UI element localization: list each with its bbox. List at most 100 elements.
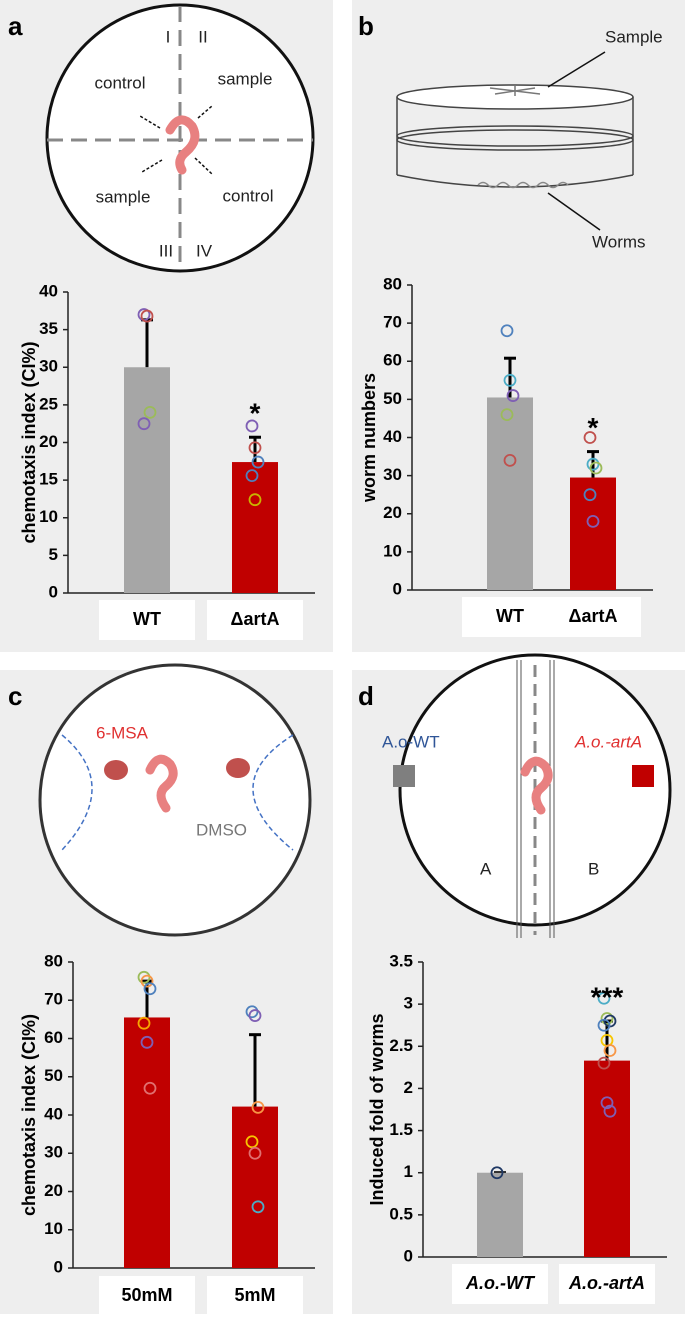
y-axis-label: Induced fold of worms <box>367 1014 387 1206</box>
data-point <box>597 1056 611 1070</box>
data-point <box>248 1146 262 1160</box>
y-tick-label: 10 <box>44 1219 63 1238</box>
diagram-label: A <box>480 859 492 878</box>
quadrant-label: IV <box>196 241 213 260</box>
diagram-a: I II III IV control sample sample contro… <box>45 3 315 273</box>
y-tick-label: 5 <box>49 545 58 564</box>
x-tick-label: A.o.-artA <box>568 1273 645 1293</box>
y-tick-label: 35 <box>39 319 58 338</box>
bar <box>124 1017 170 1268</box>
diagram-d: A.o-WT A.o.-artA A B <box>382 653 672 938</box>
diagram-c: 6-MSA DMSO <box>38 663 312 937</box>
y-tick-label: 25 <box>39 394 58 413</box>
data-point <box>603 1104 617 1118</box>
data-point <box>506 389 520 402</box>
bar <box>570 477 616 590</box>
data-point <box>137 970 151 984</box>
y-tick-label: 50 <box>383 389 402 408</box>
data-point <box>503 453 517 467</box>
x-tick-label: ΔartA <box>231 609 280 629</box>
x-tick-label: ΔartA <box>569 606 618 626</box>
y-tick-label: 60 <box>383 351 402 370</box>
category-box <box>462 597 558 637</box>
quadrant-label: I <box>166 27 171 46</box>
bar <box>487 397 533 590</box>
y-tick-label: 50 <box>44 1066 63 1085</box>
y-tick-label: 0 <box>404 1246 413 1265</box>
y-tick-label: 20 <box>44 1181 63 1200</box>
y-axis-label: worm numbers <box>359 373 379 503</box>
x-tick-label: WT <box>496 606 524 626</box>
data-point <box>583 488 597 502</box>
y-tick-label: 10 <box>383 541 402 560</box>
data-point <box>248 1009 262 1022</box>
data-point <box>597 1018 611 1032</box>
y-tick-label: 0 <box>393 579 402 598</box>
data-point <box>589 461 603 475</box>
data-point <box>143 1081 157 1095</box>
data-point <box>140 309 154 323</box>
y-tick-label: 40 <box>44 1104 63 1123</box>
category-box <box>99 600 195 640</box>
significance: * <box>588 412 599 443</box>
x-tick-label: 50mM <box>121 1285 172 1305</box>
category-box <box>452 1264 548 1304</box>
data-point <box>251 455 265 469</box>
category-box <box>559 1264 655 1304</box>
x-tick-label: A.o.-WT <box>465 1273 536 1293</box>
y-tick-label: 20 <box>383 503 402 522</box>
data-point <box>600 1012 614 1025</box>
y-tick-label: 40 <box>39 281 58 300</box>
data-point <box>245 419 259 433</box>
y-axis-label: chemotaxis index (CI%) <box>19 341 39 543</box>
x-tick-label: 5mM <box>234 1285 275 1305</box>
data-point <box>143 405 157 419</box>
region-label: sample <box>96 187 151 206</box>
data-point <box>140 974 154 988</box>
y-tick-label: 2 <box>404 1078 413 1097</box>
data-point <box>245 1135 259 1149</box>
y-tick-label: 0 <box>49 582 58 601</box>
y-tick-label: 2.5 <box>389 1036 413 1055</box>
y-tick-label: 70 <box>44 990 63 1009</box>
diagram-label: 6-MSA <box>96 723 149 742</box>
data-point <box>137 1016 151 1030</box>
diagram-label: DMSO <box>196 820 247 839</box>
region-label: sample <box>218 69 273 88</box>
data-point <box>143 982 157 996</box>
panel-letter: d <box>358 681 374 711</box>
data-point <box>600 1096 614 1110</box>
region-label: control <box>94 73 145 92</box>
bar <box>232 1106 278 1268</box>
bar <box>584 1060 630 1257</box>
quadrant-label: II <box>198 27 207 46</box>
panel-letter: a <box>8 11 23 41</box>
y-tick-label: 0.5 <box>389 1204 413 1223</box>
data-point <box>245 469 259 483</box>
y-tick-label: 15 <box>39 470 58 489</box>
y-tick-label: 1 <box>404 1162 413 1181</box>
data-point <box>586 457 600 471</box>
data-point <box>500 324 514 338</box>
diagram-label: Sample <box>605 27 663 46</box>
category-box <box>207 1276 303 1316</box>
y-tick-label: 10 <box>39 507 58 526</box>
data-point <box>248 441 262 455</box>
bar <box>477 1172 523 1257</box>
significance: * <box>250 398 261 429</box>
diagram-label: B <box>588 859 599 878</box>
bar <box>124 367 170 593</box>
diagram-label: Worms <box>592 232 646 251</box>
data-point <box>503 373 517 387</box>
data-point <box>586 514 600 528</box>
data-point <box>245 1005 259 1019</box>
y-tick-label: 30 <box>39 357 58 376</box>
diagram-label: A.o-WT <box>382 732 440 751</box>
y-tick-label: 3 <box>404 994 413 1013</box>
data-point <box>490 1166 504 1180</box>
significance: *** <box>591 981 624 1012</box>
data-point <box>251 1100 265 1114</box>
y-tick-label: 1.5 <box>389 1120 413 1139</box>
panel-letter: c <box>8 681 22 711</box>
